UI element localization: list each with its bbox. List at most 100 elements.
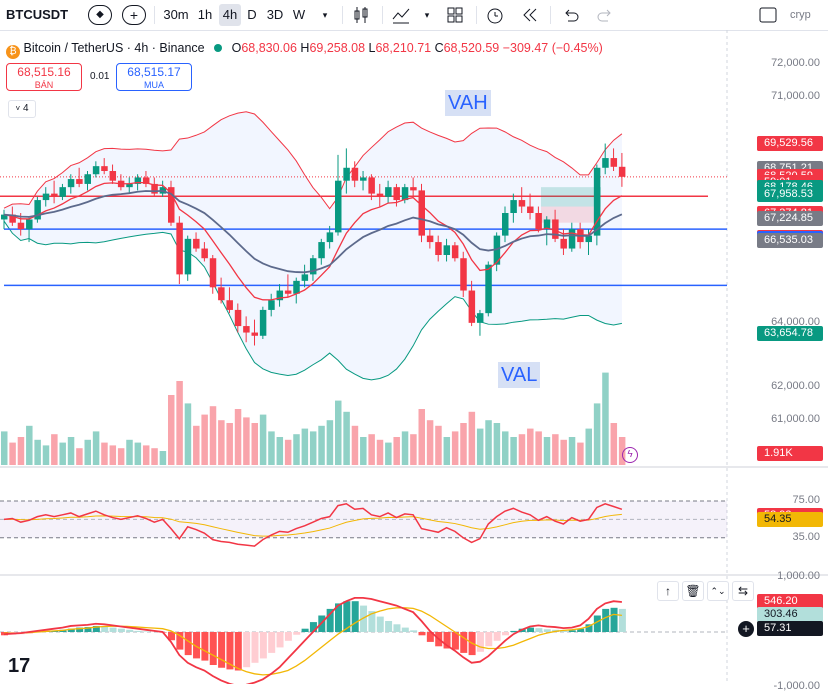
macd-histogram-bar: [368, 611, 376, 632]
volume-bar: [360, 437, 367, 465]
candle-body: [493, 235, 501, 265]
rsi-tick-label: 75.00: [792, 494, 820, 506]
macd-line: [3, 597, 622, 684]
compare-plus-icon[interactable]: +: [122, 5, 146, 25]
macd-histogram-bar: [109, 627, 117, 632]
candle-body: [468, 290, 476, 323]
volume-bar: [343, 411, 350, 465]
volume-bar: [418, 409, 425, 465]
candle-body: [585, 235, 592, 243]
volume-bar: [259, 414, 267, 465]
symbol-search-button[interactable]: BTCUSDT: [6, 7, 69, 22]
bitcoin-logo-icon: ₿: [6, 45, 20, 59]
volume-bar: [17, 437, 25, 465]
volume-bar: [585, 428, 592, 465]
candle-body: [67, 179, 75, 188]
templates-icon[interactable]: [444, 4, 466, 26]
candle-body: [309, 258, 317, 275]
candle-body: [543, 219, 551, 230]
layout-icon[interactable]: [758, 4, 778, 26]
legend-open: 68,830.06: [241, 41, 297, 55]
buy-price: 68,515.17: [127, 65, 181, 79]
rsi-ma-tag: 54.35: [757, 511, 823, 527]
candle-body: [101, 166, 108, 171]
indicators-icon[interactable]: [390, 4, 412, 26]
candles-icon[interactable]: [350, 4, 372, 26]
indicators-dropdown-icon[interactable]: ▾: [424, 10, 430, 20]
macd-histogram-bar: [84, 627, 92, 632]
volume-bar: [184, 403, 192, 465]
volume-bar: [510, 437, 517, 465]
maximize-pane-icon[interactable]: ⇆: [732, 581, 754, 601]
symbol-menu-icon[interactable]: ◆: [88, 5, 112, 25]
timeframe-30m[interactable]: 30m: [163, 7, 189, 22]
indicator-collapse-button[interactable]: ˅ 4: [8, 100, 36, 118]
candle-body: [527, 206, 534, 213]
buy-button[interactable]: 68,515.17 MUA: [116, 63, 192, 91]
candle-body: [393, 187, 400, 201]
spread-value: 0.01: [90, 71, 110, 82]
timeframe-3d[interactable]: 3D: [266, 7, 284, 22]
candle-body: [76, 179, 83, 184]
undo-icon[interactable]: [560, 4, 582, 26]
timeframe-w[interactable]: W: [292, 7, 306, 22]
candle-body: [435, 242, 442, 255]
candle-body: [552, 219, 559, 239]
volume-bar: [301, 428, 309, 465]
macd-histogram-bar: [585, 624, 593, 632]
price-tag: 66,535.03: [757, 232, 823, 248]
replay-icon[interactable]: [518, 4, 540, 26]
candle-body: [92, 166, 100, 175]
crosshair-plus-icon[interactable]: +: [738, 621, 754, 637]
price-tag: 67,224.85: [757, 210, 823, 226]
ma-fast-line: [3, 181, 623, 301]
macd-histogram-bar: [527, 627, 535, 632]
divider: [342, 6, 343, 24]
vah-label[interactable]: VAH: [445, 90, 491, 116]
candle-body: [568, 229, 576, 249]
volume-bar: [351, 425, 359, 465]
macd-hist-tag: 303.46: [757, 607, 823, 623]
volume-bar: [610, 423, 618, 465]
macd-histogram-bar: [259, 632, 267, 659]
macd-histogram-bar: [251, 632, 259, 663]
macd-histogram-bar: [293, 632, 301, 635]
chart-canvas[interactable]: [0, 30, 828, 684]
volume-bar: [76, 448, 83, 465]
macd-histogram-bar: [176, 632, 184, 650]
tradingview-logo[interactable]: 17: [8, 655, 31, 677]
redo-icon[interactable]: [594, 4, 616, 26]
candle-body: [318, 242, 325, 259]
volume-bar: [276, 437, 284, 465]
candle-body: [610, 158, 618, 167]
move-pane-up-icon[interactable]: ↑: [657, 581, 679, 601]
val-label[interactable]: VAL: [498, 362, 541, 388]
divider: [476, 6, 477, 24]
macd-histogram-bar: [476, 632, 484, 652]
macd-histogram-bar: [76, 627, 84, 632]
position-profit-zone: [541, 187, 601, 207]
candle-body: [1, 214, 8, 220]
candle-body: [460, 258, 467, 291]
delete-pane-icon[interactable]: 🗑: [682, 581, 704, 601]
timeframe-d[interactable]: D: [247, 7, 257, 22]
rsi-pane: [0, 500, 727, 547]
macd-histogram-bar: [126, 629, 134, 632]
timeframe-4h[interactable]: 4h: [219, 4, 241, 26]
sell-button[interactable]: 68,515.16 BÁN: [6, 63, 82, 91]
volume-bar: [284, 439, 292, 465]
symbol-legend: ₿ Bitcoin / TetherUS · 4h · Binance O68,…: [6, 41, 603, 59]
volume-bar: [59, 442, 66, 465]
volume-flash-icon[interactable]: ϟ: [622, 447, 638, 463]
pane-more-icon[interactable]: ⌃⌄: [707, 581, 729, 601]
timeframe-dropdown-icon[interactable]: ▾: [322, 10, 328, 20]
timeframe-1h[interactable]: 1h: [197, 7, 213, 22]
divider: [550, 6, 551, 24]
macd-histogram-bar: [301, 628, 309, 632]
price-tag: 69,529.56: [757, 136, 823, 152]
candle-body: [134, 177, 142, 184]
volume-bar: [109, 445, 117, 465]
macd-histogram-bar: [485, 632, 493, 647]
volume-bar: [117, 448, 125, 465]
alert-icon[interactable]: [484, 4, 506, 26]
